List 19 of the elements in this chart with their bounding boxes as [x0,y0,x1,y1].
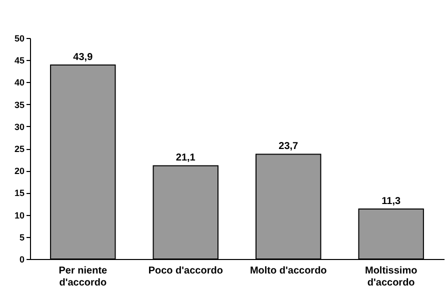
data-label: 21,1 [176,152,196,164]
y-tick-label: 50 [14,34,24,44]
y-tick-label: 0 [19,254,24,264]
x-tick-label: Poco d'accordo [148,266,223,276]
y-tick-label: 10 [14,210,24,220]
y-tick-label: 35 [14,100,24,110]
y-tick-label: 25 [14,144,24,154]
y-tick-label: 5 [19,232,24,242]
x-tick-label: Per niente d'accordo [58,266,108,288]
data-label: 43,9 [73,52,94,63]
data-label: 11,3 [382,196,401,208]
y-tick-label: 40 [14,78,24,88]
x-tick-label: Molto d'accordo [250,266,327,276]
y-tick-label: 45 [14,56,24,66]
y-tick-label: 20 [14,166,24,176]
x-tick-label: Moltissimo d'accordo [364,266,418,288]
y-tick-label: 30 [14,122,24,132]
y-tick-label: 15 [14,188,24,198]
data-label: 23,7 [278,141,299,152]
